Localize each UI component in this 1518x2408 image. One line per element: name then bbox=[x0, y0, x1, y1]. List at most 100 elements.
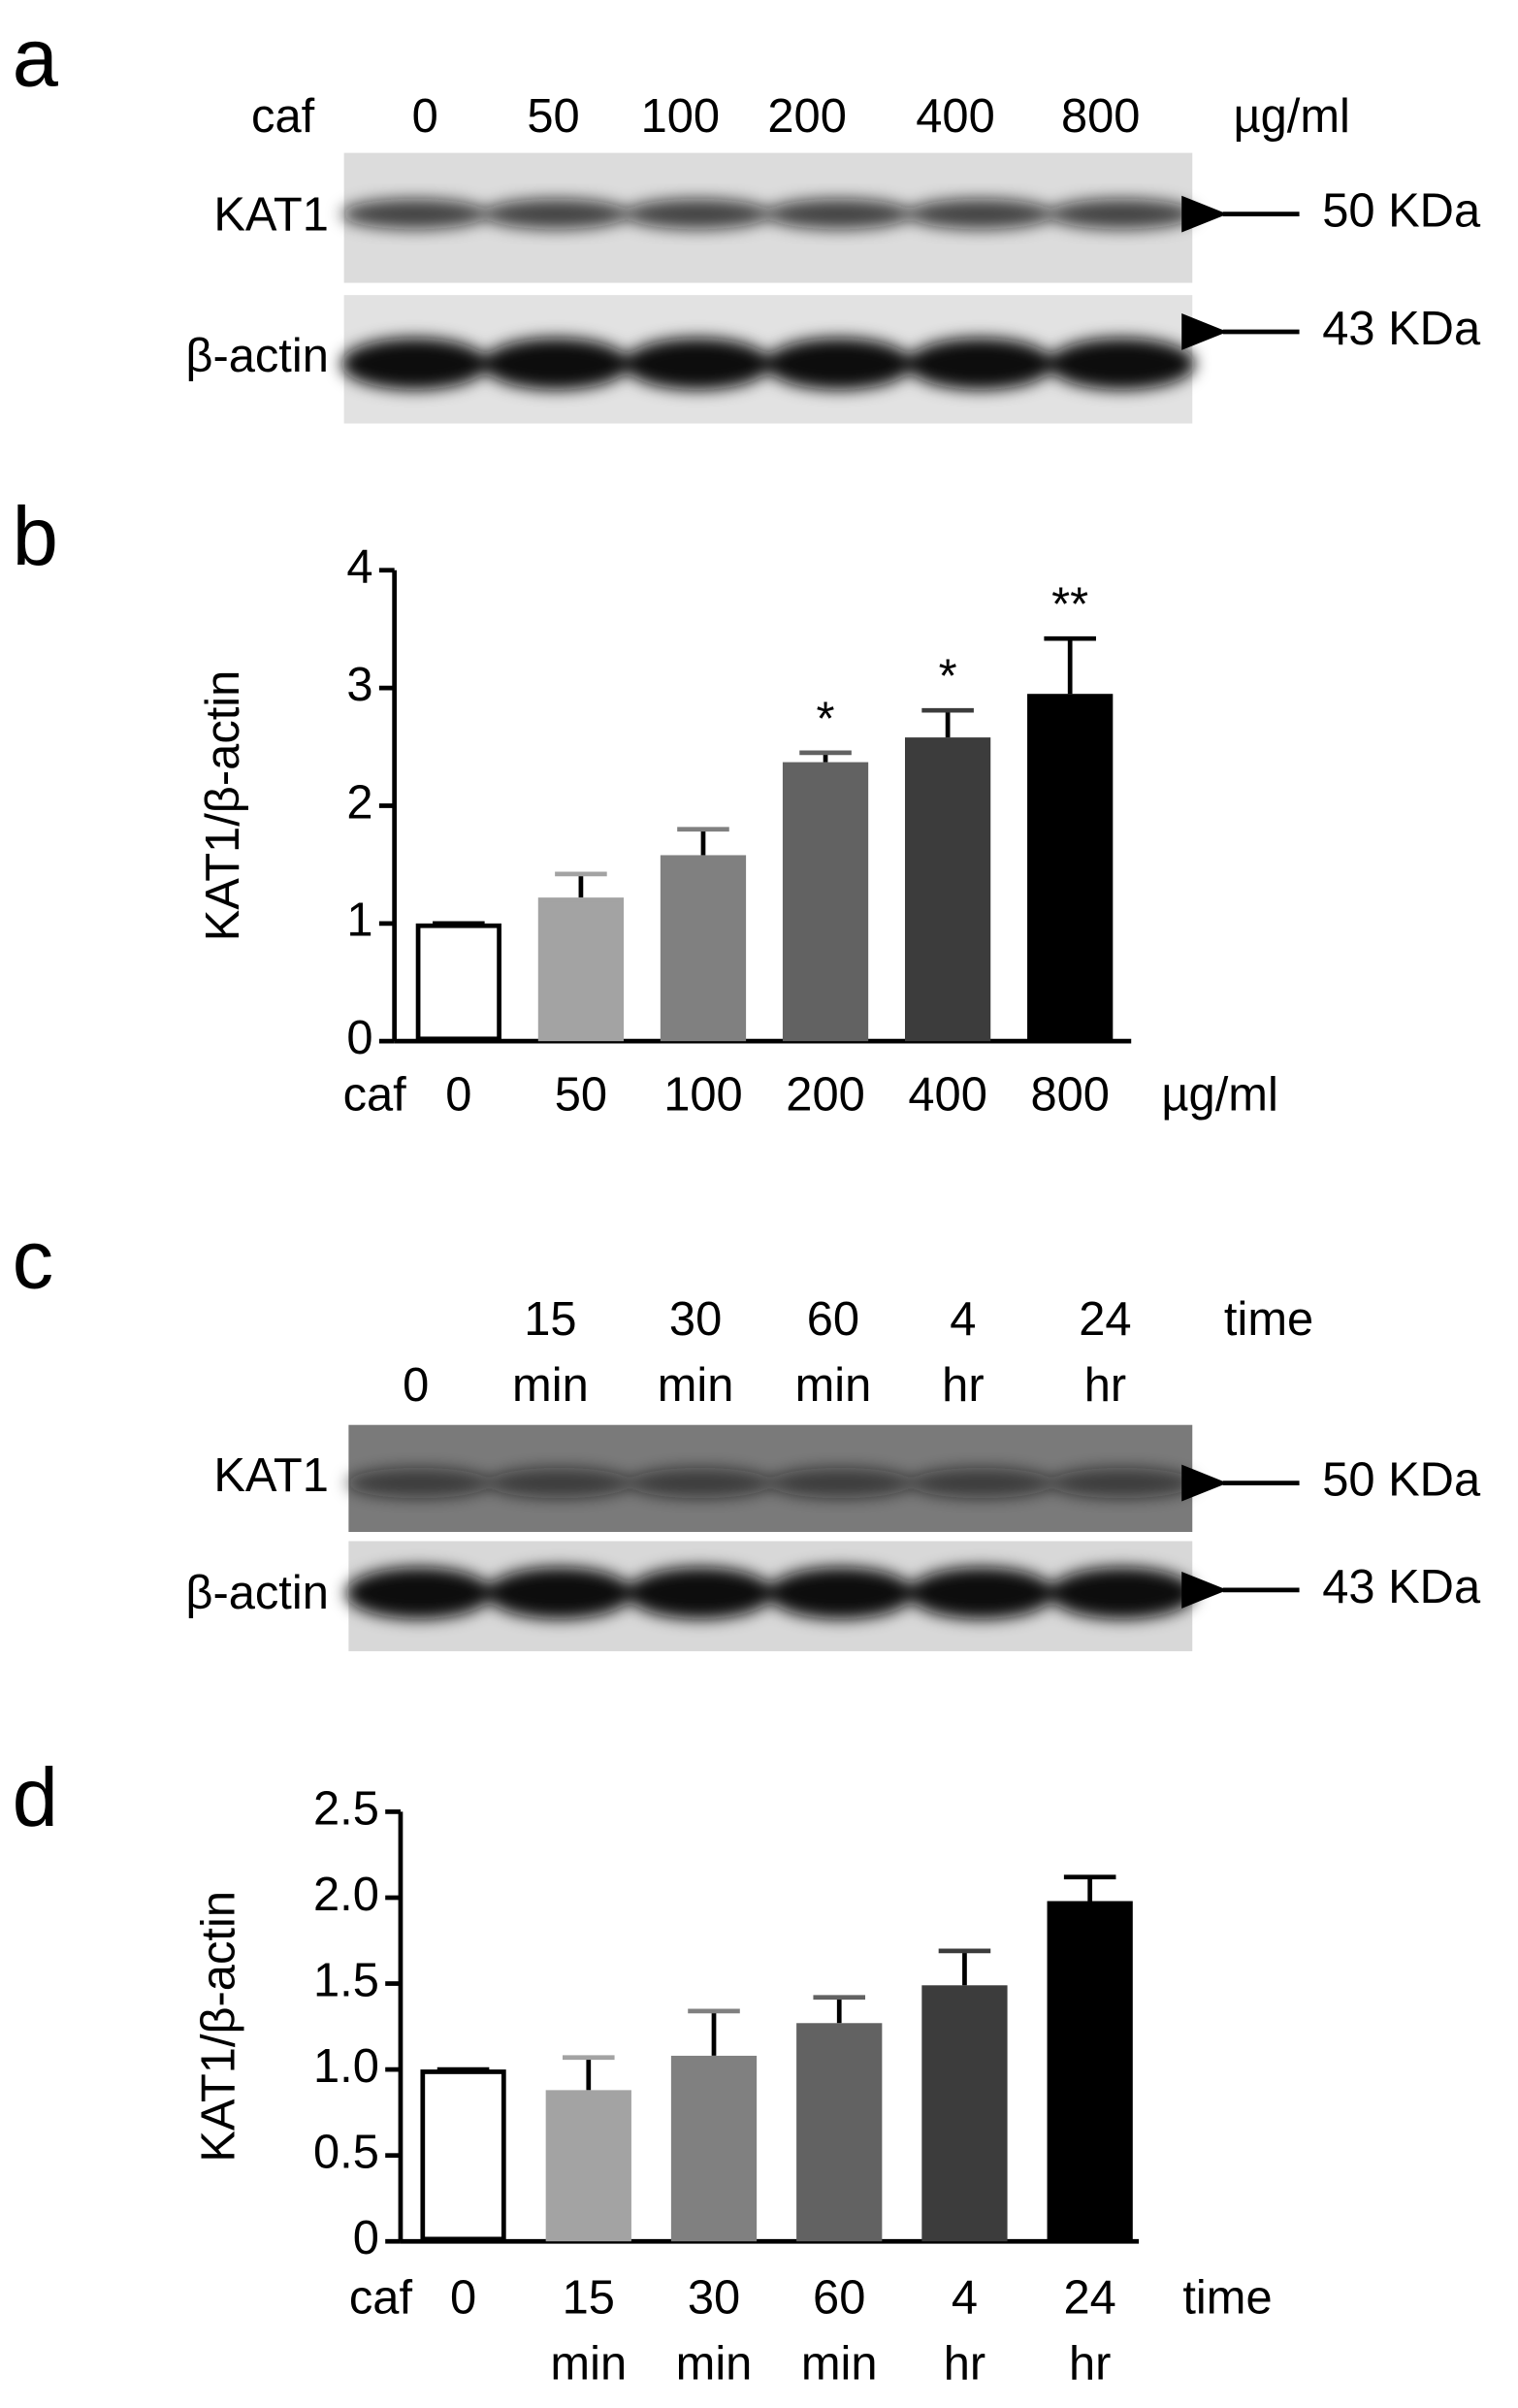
band bbox=[627, 1467, 774, 1499]
x-tick-label: 200 bbox=[786, 1068, 865, 1121]
lane-label: 0 bbox=[412, 90, 438, 143]
y-tick-label: 0.5 bbox=[313, 2127, 379, 2179]
band bbox=[767, 1567, 915, 1619]
lane-label: 200 bbox=[767, 90, 847, 143]
lane-label: 15 min bbox=[512, 1293, 589, 1412]
lane-header: caf bbox=[251, 90, 315, 143]
band bbox=[624, 338, 771, 390]
band bbox=[345, 1567, 493, 1619]
x-tick-label: 50 bbox=[555, 1068, 607, 1121]
band bbox=[765, 198, 913, 230]
band bbox=[1048, 338, 1196, 390]
lane-label: 800 bbox=[1061, 90, 1140, 143]
y-tick-label: 2.5 bbox=[313, 1782, 379, 1835]
lane-label: 30 min bbox=[658, 1293, 734, 1412]
significance: ** bbox=[1051, 579, 1088, 632]
lane-label: 60 min bbox=[795, 1293, 872, 1412]
bar bbox=[420, 2069, 506, 2242]
y-tick-label: 1.0 bbox=[313, 2040, 379, 2093]
band bbox=[906, 338, 1054, 390]
bar bbox=[545, 2090, 631, 2242]
x-prefix: caf bbox=[343, 1068, 407, 1121]
blot-bands bbox=[340, 198, 1196, 230]
band bbox=[340, 338, 489, 390]
band bbox=[908, 1467, 1055, 1499]
y-tick-label: 1.5 bbox=[313, 1954, 379, 2006]
band bbox=[767, 1467, 915, 1499]
band bbox=[624, 198, 771, 230]
row-label: KAT1 bbox=[213, 188, 329, 241]
bar bbox=[660, 855, 747, 1042]
blot-unit: µg/ml bbox=[1233, 90, 1349, 143]
x-tick-label: 4 hr bbox=[944, 2272, 985, 2391]
panel-label: b bbox=[13, 491, 58, 583]
y-tick-label: 3 bbox=[346, 659, 372, 711]
band bbox=[482, 198, 630, 230]
blot-unit: time bbox=[1224, 1293, 1313, 1346]
x-tick-label: 60 min bbox=[801, 2272, 878, 2391]
bar bbox=[904, 737, 991, 1042]
significance: * bbox=[817, 693, 835, 745]
bar bbox=[921, 1985, 1008, 2242]
x-tick-label: 800 bbox=[1030, 1068, 1109, 1121]
x-unit: µg/ml bbox=[1161, 1068, 1277, 1121]
x-unit: time bbox=[1182, 2272, 1272, 2325]
band bbox=[482, 338, 630, 390]
size-label: 43 KDa bbox=[1322, 303, 1481, 355]
x-tick-label: 24 hr bbox=[1064, 2272, 1116, 2391]
significance: * bbox=[939, 651, 957, 703]
band bbox=[1049, 1567, 1196, 1619]
y-tick-label: 4 bbox=[346, 541, 372, 594]
y-tick-label: 0 bbox=[346, 1012, 372, 1064]
band bbox=[340, 198, 489, 230]
y-axis-label: KAT1/β-actin bbox=[192, 1891, 244, 2163]
size-label: 50 KDa bbox=[1322, 185, 1481, 238]
band bbox=[908, 1567, 1055, 1619]
y-tick-label: 2 bbox=[346, 776, 372, 829]
bar bbox=[537, 897, 625, 1042]
bar bbox=[782, 762, 869, 1042]
panel-label: c bbox=[13, 1214, 54, 1306]
lane-label: 50 bbox=[527, 90, 579, 143]
row-label: β-actin bbox=[185, 330, 329, 382]
band bbox=[486, 1467, 633, 1499]
band bbox=[486, 1567, 633, 1619]
band bbox=[627, 1567, 774, 1619]
bar bbox=[415, 923, 501, 1042]
x-tick-label: 100 bbox=[663, 1068, 743, 1121]
size-label: 50 KDa bbox=[1322, 1454, 1481, 1507]
band bbox=[906, 198, 1054, 230]
panel-label: a bbox=[13, 13, 59, 105]
lane-label: 0 bbox=[403, 1359, 429, 1412]
bar bbox=[1047, 1901, 1133, 2242]
lane-label: 4 hr bbox=[942, 1293, 984, 1412]
band bbox=[765, 338, 913, 390]
y-tick-label: 0 bbox=[353, 2212, 379, 2264]
blot-bands bbox=[345, 1467, 1196, 1499]
x-prefix: caf bbox=[349, 2272, 413, 2325]
lane-label: 24 hr bbox=[1079, 1293, 1131, 1412]
size-label: 43 KDa bbox=[1322, 1561, 1481, 1613]
bar bbox=[796, 2023, 883, 2242]
blot-bands bbox=[345, 1567, 1196, 1619]
band bbox=[345, 1467, 493, 1499]
x-tick-label: 0 bbox=[450, 2272, 476, 2325]
x-tick-label: 400 bbox=[908, 1068, 986, 1121]
y-tick-label: 2.0 bbox=[313, 1869, 379, 1921]
x-tick-label: 0 bbox=[445, 1068, 471, 1121]
y-tick-label: 1 bbox=[346, 895, 372, 947]
band bbox=[1048, 198, 1196, 230]
y-axis-label: KAT1/β-actin bbox=[197, 670, 249, 942]
bar bbox=[1027, 694, 1114, 1042]
lane-label: 400 bbox=[916, 90, 995, 143]
bar bbox=[670, 2055, 758, 2242]
band bbox=[1049, 1467, 1196, 1499]
lane-label: 100 bbox=[641, 90, 720, 143]
x-tick-label: 30 min bbox=[676, 2272, 753, 2391]
row-label: KAT1 bbox=[213, 1449, 329, 1502]
blot-strip bbox=[348, 1424, 1193, 1533]
panel-label: d bbox=[13, 1752, 58, 1844]
x-tick-label: 15 min bbox=[550, 2272, 627, 2391]
